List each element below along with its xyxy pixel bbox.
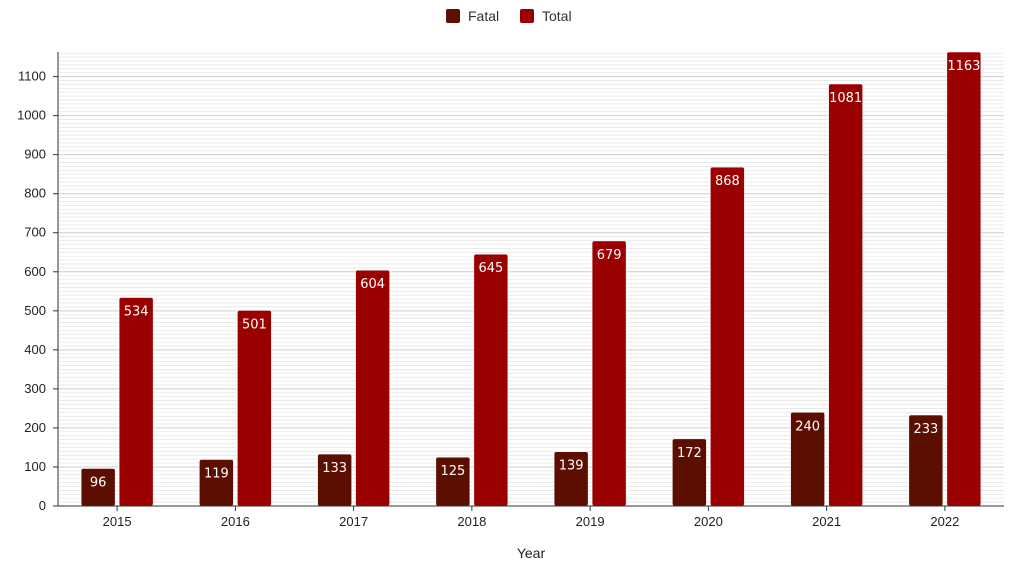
y-tick-label: 900: [24, 147, 46, 162]
y-tick-label: 1100: [18, 69, 46, 84]
y-tick-label: 100: [24, 459, 46, 474]
y-tick-label: 1000: [17, 108, 46, 123]
data-label-fatal-2020: 172: [677, 446, 702, 461]
legend: Fatal Total: [446, 8, 572, 24]
bar-total-2021: [828, 83, 863, 507]
legend-swatch-fatal: [446, 9, 460, 23]
y-tick-label: 500: [24, 303, 46, 318]
bar-total-2018: [473, 253, 509, 507]
data-label-total-2017: 604: [360, 277, 385, 292]
y-tick-label: 700: [24, 225, 46, 240]
data-label-fatal-2018: 125: [440, 464, 465, 479]
legend-label-total: Total: [542, 8, 572, 24]
y-tick-label: 400: [24, 342, 46, 357]
x-tick-label: 2018: [457, 514, 486, 529]
data-label-total-2018: 645: [478, 261, 503, 276]
x-tick-label: 2020: [694, 514, 723, 529]
axes: 0 100 200 300 400 500 600 700 800 900 1000 1100 2015…: [17, 52, 1004, 529]
bar-total-2016: [237, 310, 272, 507]
data-label-fatal-2019: 139: [559, 459, 584, 474]
data-label-total-2022: 1163: [947, 59, 980, 74]
bar-total-2020: [710, 166, 745, 507]
data-label-fatal-2022: 233: [913, 422, 938, 437]
bar-total-2017: [355, 269, 390, 507]
y-tick-label: 0: [39, 498, 46, 513]
data-label-fatal-2015: 96: [90, 476, 107, 491]
x-tick-label: 2017: [339, 514, 368, 529]
x-tick-label: 2021: [812, 514, 841, 529]
data-label-fatal-2016: 119: [204, 467, 229, 482]
y-tick-label: 600: [24, 264, 46, 279]
x-tick-label: 2022: [930, 514, 959, 529]
legend-label-fatal: Fatal: [468, 8, 499, 24]
bar-total-2019: [591, 240, 627, 507]
x-axis-label: Year: [517, 545, 546, 561]
y-tick-label: 800: [24, 186, 46, 201]
data-label-total-2015: 534: [124, 305, 149, 320]
data-label-total-2021: 1081: [829, 91, 862, 106]
y-tick-label: 300: [24, 381, 46, 396]
data-label-fatal-2017: 133: [322, 461, 347, 476]
data-label-total-2019: 679: [597, 248, 622, 263]
data-label-total-2020: 868: [715, 174, 740, 189]
y-tick-label: 200: [24, 420, 46, 435]
data-label-fatal-2021: 240: [795, 419, 820, 434]
x-tick-label: 2016: [221, 514, 250, 529]
x-tick-label: 2015: [103, 514, 132, 529]
bar-total-2022: [946, 51, 982, 507]
data-label-total-2016: 501: [242, 317, 267, 332]
x-tick-label: 2019: [576, 514, 605, 529]
legend-swatch-total: [520, 9, 534, 23]
bars: 96 534 119 501 133 604 125 645 139 679 172 868 240 10…: [80, 51, 982, 507]
bar-total-2015: [118, 297, 154, 507]
